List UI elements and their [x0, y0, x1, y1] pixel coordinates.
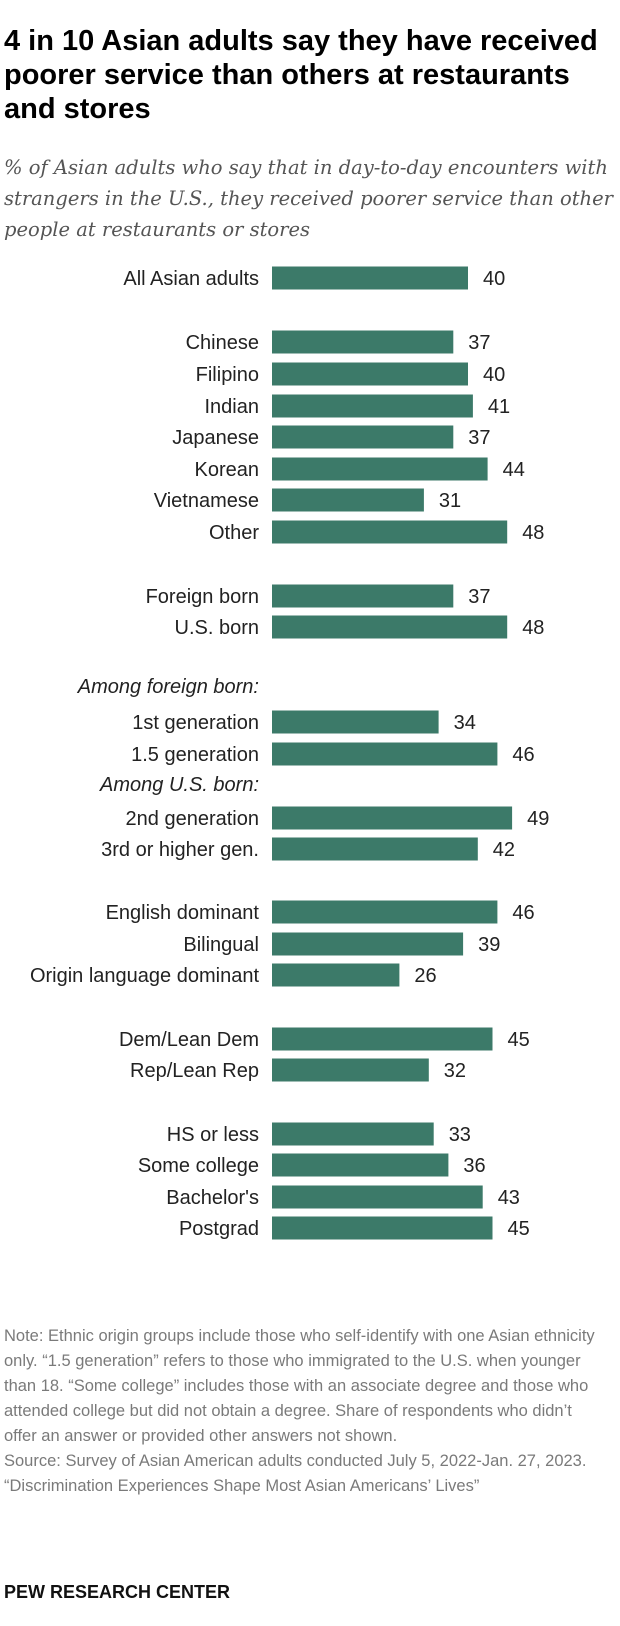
- category-label: English dominant: [106, 902, 260, 924]
- category-label: Foreign born: [146, 586, 259, 608]
- bar: [272, 584, 454, 608]
- bar: [272, 1027, 493, 1051]
- data-label: 45: [508, 1218, 530, 1240]
- bar: [272, 837, 478, 861]
- bar: [272, 425, 454, 449]
- bar: [272, 362, 468, 386]
- data-label: 44: [503, 459, 525, 481]
- category-label: Bilingual: [183, 934, 259, 956]
- data-label: 37: [468, 427, 490, 449]
- bar-chart: Among foreign born: Among U.S. born: All A…: [30, 266, 549, 1240]
- data-label: 45: [508, 1029, 530, 1051]
- pew-research-center-logo: PEW RESEARCH CENTER: [4, 1582, 231, 1602]
- bar: [272, 457, 488, 481]
- category-label: All Asian adults: [123, 268, 259, 290]
- data-label: 37: [468, 332, 490, 354]
- bar: [272, 900, 498, 924]
- group-label: Among foreign born:: [77, 676, 259, 698]
- data-label: 46: [512, 744, 534, 766]
- category-label: U.S. born: [175, 617, 259, 639]
- bar: [272, 1058, 429, 1082]
- category-label: Origin language dominant: [30, 965, 259, 987]
- data-label: 42: [493, 839, 515, 861]
- data-label: 37: [468, 586, 490, 608]
- category-label: 1st generation: [132, 712, 259, 734]
- chart-subtitle: % of Asian adults who say that in day-to…: [4, 156, 613, 241]
- data-label: 26: [414, 965, 436, 987]
- bar: [272, 1185, 483, 1209]
- category-label: 3rd or higher gen.: [101, 839, 259, 861]
- category-label: Other: [209, 522, 259, 544]
- data-label: 32: [444, 1060, 466, 1082]
- category-label: Japanese: [172, 427, 259, 449]
- data-label: 48: [522, 617, 544, 639]
- bar: [272, 1216, 493, 1240]
- bar: [272, 1153, 449, 1177]
- bar: [272, 520, 508, 544]
- data-label: 40: [483, 364, 505, 386]
- group-label: Among U.S. born:: [99, 774, 259, 796]
- data-label: 49: [527, 808, 549, 830]
- category-label: Rep/Lean Rep: [130, 1060, 259, 1082]
- category-label: Indian: [205, 396, 260, 418]
- data-label: 46: [512, 902, 534, 924]
- bar: [272, 1122, 434, 1146]
- data-label: 48: [522, 522, 544, 544]
- bar: [272, 932, 464, 956]
- category-label: Some college: [138, 1155, 259, 1177]
- data-label: 41: [488, 396, 510, 418]
- category-label: Korean: [195, 459, 260, 481]
- category-label: Chinese: [186, 332, 259, 354]
- chart-title: 4 in 10 Asian adults say they have recei…: [4, 25, 598, 125]
- bar: [272, 394, 473, 418]
- chart-notes: Note: Ethnic origin groups include those…: [4, 1324, 604, 1499]
- bar: [272, 710, 439, 734]
- data-label: 40: [483, 268, 505, 290]
- bar: [272, 963, 400, 987]
- data-label: 31: [439, 490, 461, 512]
- category-label: Filipino: [196, 364, 259, 386]
- data-label: 39: [478, 934, 500, 956]
- category-label: Dem/Lean Dem: [119, 1029, 259, 1051]
- bar: [272, 742, 498, 766]
- report-title: “Discrimination Experiences Shape Most A…: [4, 1477, 480, 1495]
- category-label: Postgrad: [179, 1218, 259, 1240]
- bar: [272, 266, 468, 290]
- category-label: Bachelor's: [166, 1187, 259, 1209]
- category-label: Vietnamese: [154, 490, 259, 512]
- bar: [272, 615, 508, 639]
- data-label: 33: [449, 1124, 471, 1146]
- category-label: 2nd generation: [126, 808, 259, 830]
- bar: [272, 488, 424, 512]
- data-label: 43: [498, 1187, 520, 1209]
- category-label: 1.5 generation: [131, 744, 259, 766]
- data-label: 34: [454, 712, 476, 734]
- category-label: HS or less: [167, 1124, 259, 1146]
- note-text: Note: Ethnic origin groups include those…: [4, 1327, 595, 1445]
- bar: [272, 330, 454, 354]
- source-text: Source: Survey of Asian American adults …: [4, 1452, 587, 1470]
- bar: [272, 806, 513, 830]
- data-label: 36: [463, 1155, 485, 1177]
